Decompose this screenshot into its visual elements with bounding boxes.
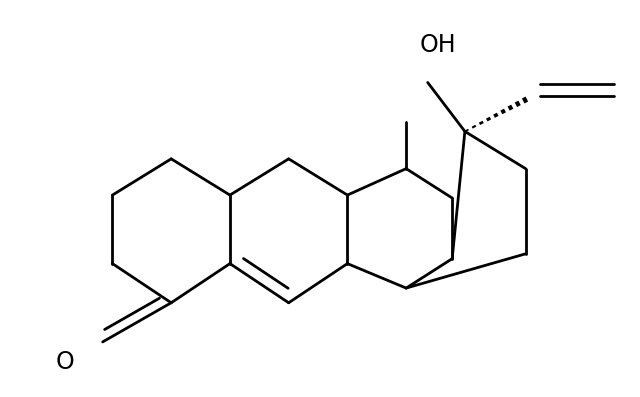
Text: OH: OH xyxy=(419,33,456,57)
Text: O: O xyxy=(56,349,75,374)
